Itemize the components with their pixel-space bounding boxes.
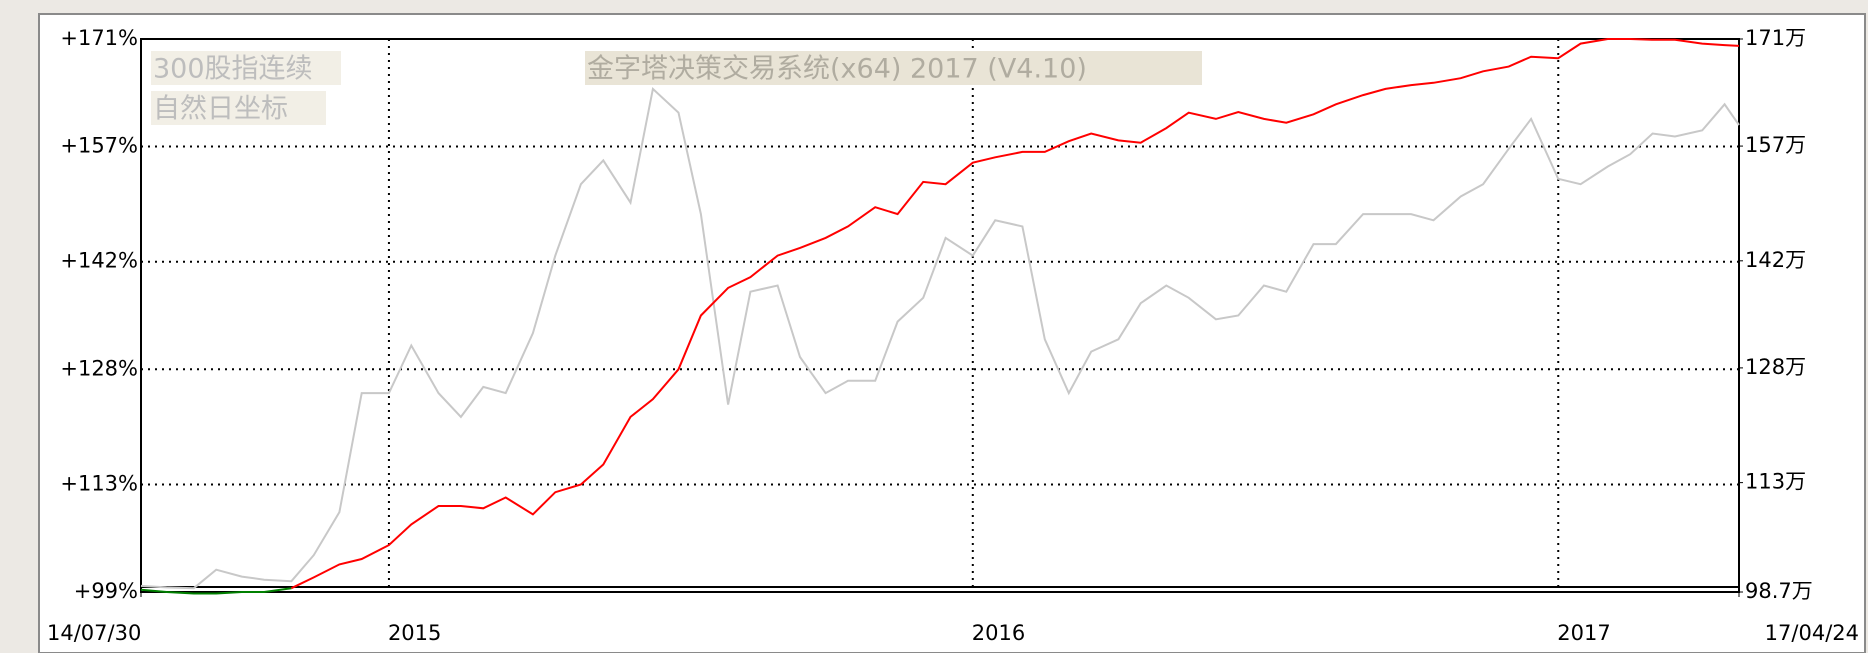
y-tick-label: +128% <box>60 356 138 380</box>
y2-tick-label: 128万 <box>1745 355 1806 379</box>
x-tick-label: 17/04/24 <box>1765 621 1859 645</box>
y-tick-label: +157% <box>60 134 138 158</box>
series-line <box>140 86 1740 590</box>
y-tick-label: +142% <box>60 249 138 273</box>
series-line <box>290 38 1740 590</box>
x-tick-label: 2016 <box>972 621 1025 645</box>
legend-bg <box>151 51 341 85</box>
plot-area <box>140 38 1740 593</box>
y2-tick-label: 157万 <box>1745 133 1806 157</box>
x-tick-label: 2017 <box>1557 621 1610 645</box>
mode-bg <box>151 91 326 125</box>
y-tick-label: +113% <box>60 471 138 495</box>
y2-tick-label: 113万 <box>1745 470 1806 494</box>
y-tick-label: +99% <box>74 579 138 603</box>
y2-tick-label: 171万 <box>1745 26 1806 50</box>
chart-title: 金字塔决策交易系统(x64) 2017 (V4.10) <box>587 54 1087 85</box>
labels: +99% +113% +128% +142% +157% +171% 98.7万 113万 12… <box>47 26 1859 645</box>
series-line <box>140 587 292 595</box>
lines <box>140 38 1740 595</box>
y-tick-label: +171% <box>60 26 138 50</box>
x-tick-label: 2015 <box>388 621 441 645</box>
grid <box>140 38 1743 597</box>
y2-tick-label: 142万 <box>1745 248 1806 272</box>
y2-tick-label: 98.7万 <box>1745 579 1813 603</box>
legend-entry: 300股指连续 <box>153 54 313 85</box>
axis-mode: 自然日坐标 <box>153 94 288 125</box>
title-bg <box>585 51 1202 85</box>
x-tick-label: 14/07/30 <box>47 621 141 645</box>
